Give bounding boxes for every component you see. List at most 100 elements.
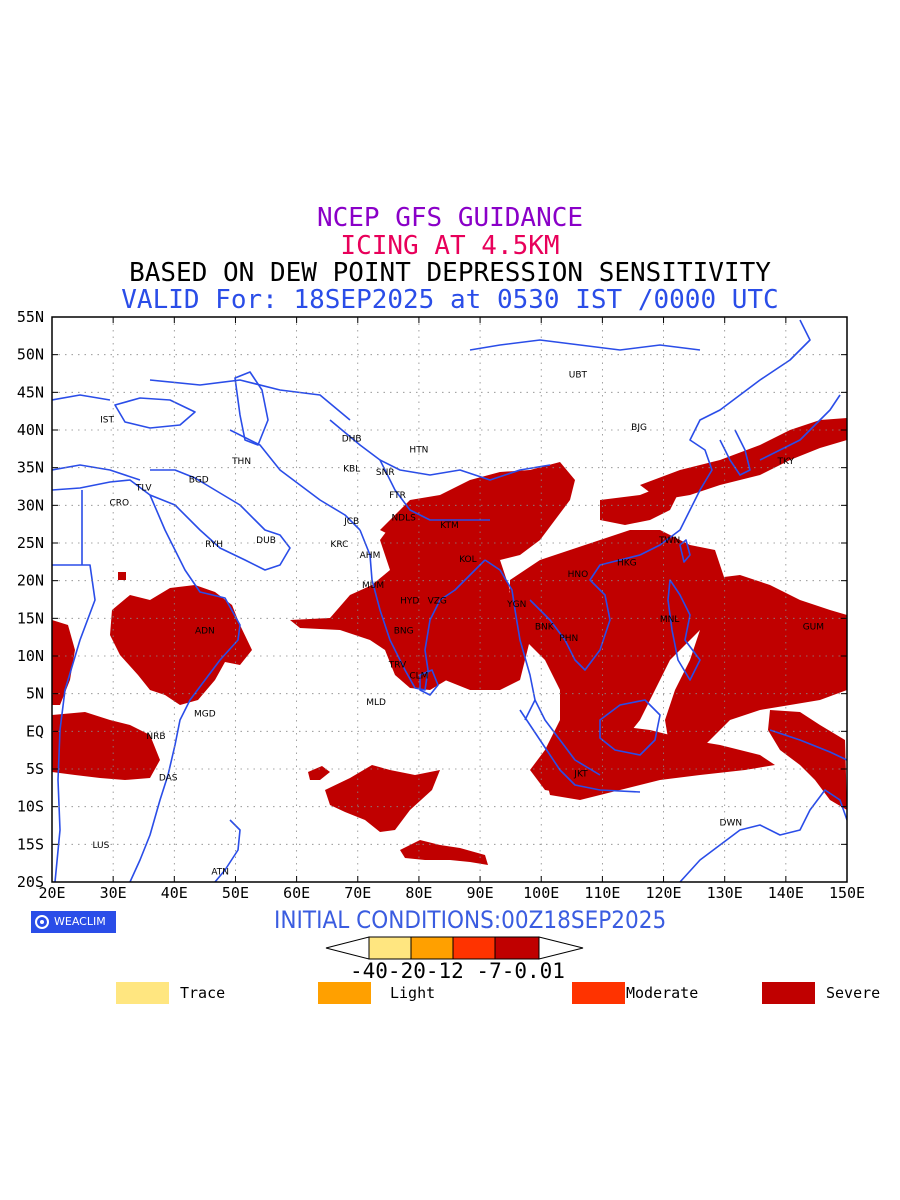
lat-label-15S: 15S [17, 835, 44, 853]
city-label: CRO [109, 498, 129, 508]
legend-label-light: Light [390, 984, 436, 1002]
icing-area-westpacific [665, 575, 847, 760]
city-label: MGD [194, 709, 216, 719]
city-label: MUM [362, 581, 384, 591]
lon-label-100E: 100E [523, 884, 559, 900]
city-label: TKY [777, 457, 795, 467]
title-line-2: ICING AT 4.5KM [340, 231, 560, 261]
initial-conditions: INITIAL CONDITIONS:00Z18SEP2025 [274, 906, 667, 934]
city-label: TWN [658, 536, 680, 546]
city-label: BJG [631, 423, 647, 433]
icing-area-westafrica [52, 620, 75, 705]
colorbar-right-arrow [538, 936, 584, 960]
city-label: JKT [573, 770, 588, 780]
colorbar-box-moderate [452, 936, 496, 960]
lat-label-45N: 45N [17, 383, 44, 401]
city-label: DUB [256, 536, 276, 546]
city-label: HTN [409, 446, 428, 456]
longitude-labels: 20E 30E 40E 50E 60E 70E 80E 90E 100E 110E 120E 130E… [38, 884, 865, 900]
lat-label-25N: 25N [17, 534, 44, 552]
lon-label-140E: 140E [768, 884, 804, 900]
city-label: IST [100, 415, 114, 425]
lon-label-40E: 40E [161, 884, 188, 900]
lon-label-30E: 30E [100, 884, 127, 900]
icing-area-sio-2 [400, 840, 488, 865]
lon-label-50E: 50E [222, 884, 249, 900]
city-label: GUM [803, 623, 824, 633]
colorbar-left-arrow [325, 936, 370, 960]
city-label: HYD [400, 596, 419, 606]
city-label: YGN [506, 600, 526, 610]
icing-area-red-sea [118, 572, 126, 580]
axis-ticks [51, 316, 848, 883]
city-label: BGD [189, 476, 209, 486]
icing-area-horn [110, 585, 252, 705]
lat-label-30N: 30N [17, 496, 44, 514]
lon-label-70E: 70E [344, 884, 371, 900]
icing-area-tibet [380, 462, 575, 560]
lat-label-35N: 35N [17, 459, 44, 477]
icing-area-indochina [510, 530, 725, 795]
latitude-labels: 55N 50N 45N 40N 35N 30N 25N 20N 15N 10N 5N EQ 5S 10S 1… [17, 308, 44, 891]
icing-area-newguinea [768, 710, 847, 810]
legend-swatch-light [318, 982, 371, 1004]
city-label: BNG [394, 626, 414, 636]
badge-text: WEACLIM [54, 915, 106, 928]
city-label: UBT [569, 370, 588, 380]
city-label: VZG [428, 596, 447, 606]
city-label: ATN [211, 867, 229, 877]
colorbar-labels: -40-20-12 -7-0.01 [350, 959, 565, 983]
lon-label-80E: 80E [405, 884, 432, 900]
city-label: CLM [409, 672, 428, 682]
city-label: PHN [559, 634, 578, 644]
city-label: NRB [146, 732, 165, 742]
city-label: KRC [330, 540, 348, 550]
icing-map: 20E 30E 40E 50E 60E 70E 80E 90E 100E 110E 120E 130E… [17, 308, 865, 900]
icing-severe-regions [52, 418, 847, 865]
title-line-1: NCEP GFS GUIDANCE [316, 203, 584, 233]
legend-swatch-moderate [572, 982, 625, 1004]
city-label: NDLS [391, 513, 416, 523]
icing-area-bayofbengal [425, 585, 530, 690]
icing-area-sio-3 [308, 766, 330, 780]
city-label: LUS [92, 841, 109, 851]
legend-swatch-trace [116, 982, 169, 1004]
lat-label-5N: 5N [26, 685, 44, 703]
city-label: MNL [660, 615, 680, 625]
city-label: ADN [195, 626, 215, 636]
city-label: KTM [440, 521, 458, 531]
city-label: RYH [205, 540, 223, 550]
lat-label-15N: 15N [17, 609, 44, 627]
city-label: AHM [360, 551, 381, 561]
city-label: SNR [376, 468, 395, 478]
city-label: KBL [343, 464, 360, 474]
city-label: FTR [389, 491, 406, 501]
city-label: DHB [342, 434, 362, 444]
lon-label-90E: 90E [467, 884, 494, 900]
city-label: BNK [535, 623, 555, 633]
coastlines [52, 319, 847, 882]
city-label: KOL [459, 555, 477, 565]
city-label: JCB [343, 517, 359, 527]
legend-label-trace: Trace [180, 984, 226, 1002]
lat-lon-grid [52, 317, 847, 882]
city-label: TRV [388, 660, 407, 670]
city-label: DAS [159, 773, 178, 783]
colorbar-box-light [410, 936, 454, 960]
colorbar [325, 936, 584, 960]
city-label: TLV [135, 483, 153, 493]
colorbar-box-severe [494, 936, 540, 960]
lon-label-120E: 120E [645, 884, 681, 900]
title-line-3: BASED ON DEW POINT DEPRESSION SENSITIVIT… [129, 258, 771, 288]
lon-label-150E: 150E [829, 884, 865, 900]
map-frame [51, 316, 848, 883]
icing-area-indonesia [545, 725, 775, 800]
legend-swatch-severe [762, 982, 815, 1004]
city-label: HKG [617, 559, 637, 569]
city-label: MLD [366, 698, 386, 708]
weaclim-logo-icon [35, 915, 49, 929]
title-valid-time: VALID For: 18SEP2025 at 0530 IST /0000 U… [121, 285, 779, 315]
legend-label-severe: Severe [826, 984, 881, 1002]
weaclim-badge: WEACLIM [31, 911, 116, 933]
lat-label-20S: 20S [17, 873, 44, 891]
